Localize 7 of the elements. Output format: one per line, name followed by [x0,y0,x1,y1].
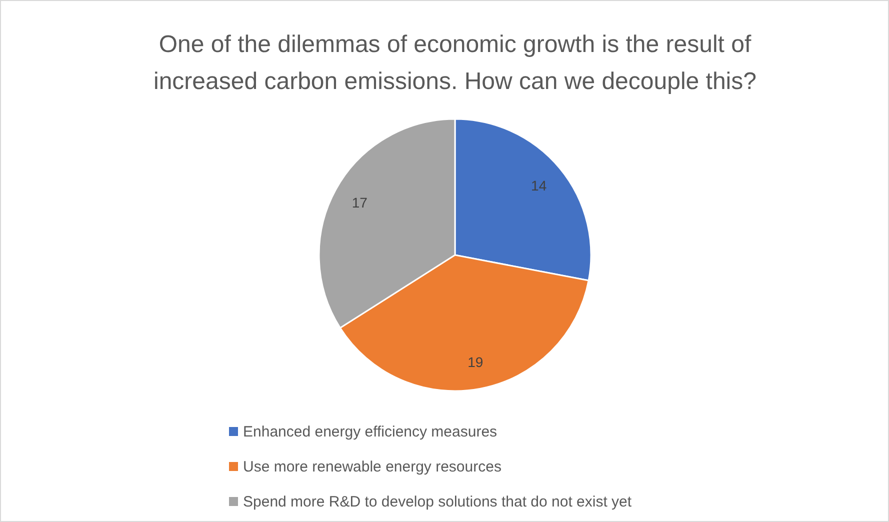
chart-title: One of the dilemmas of economic growth is the result of increased carbon emissions. How can we decouple this? [154,31,756,95]
legend-label: Use more renewable energy resources [243,458,502,476]
data-label: 19 [468,354,484,370]
data-label: 14 [531,178,547,194]
legend-label: Enhanced energy efficiency measures [243,424,498,440]
legend-label: Spend more R&D to develop solutions that do not exist yet [243,494,632,510]
data-label: 17 [352,194,368,211]
